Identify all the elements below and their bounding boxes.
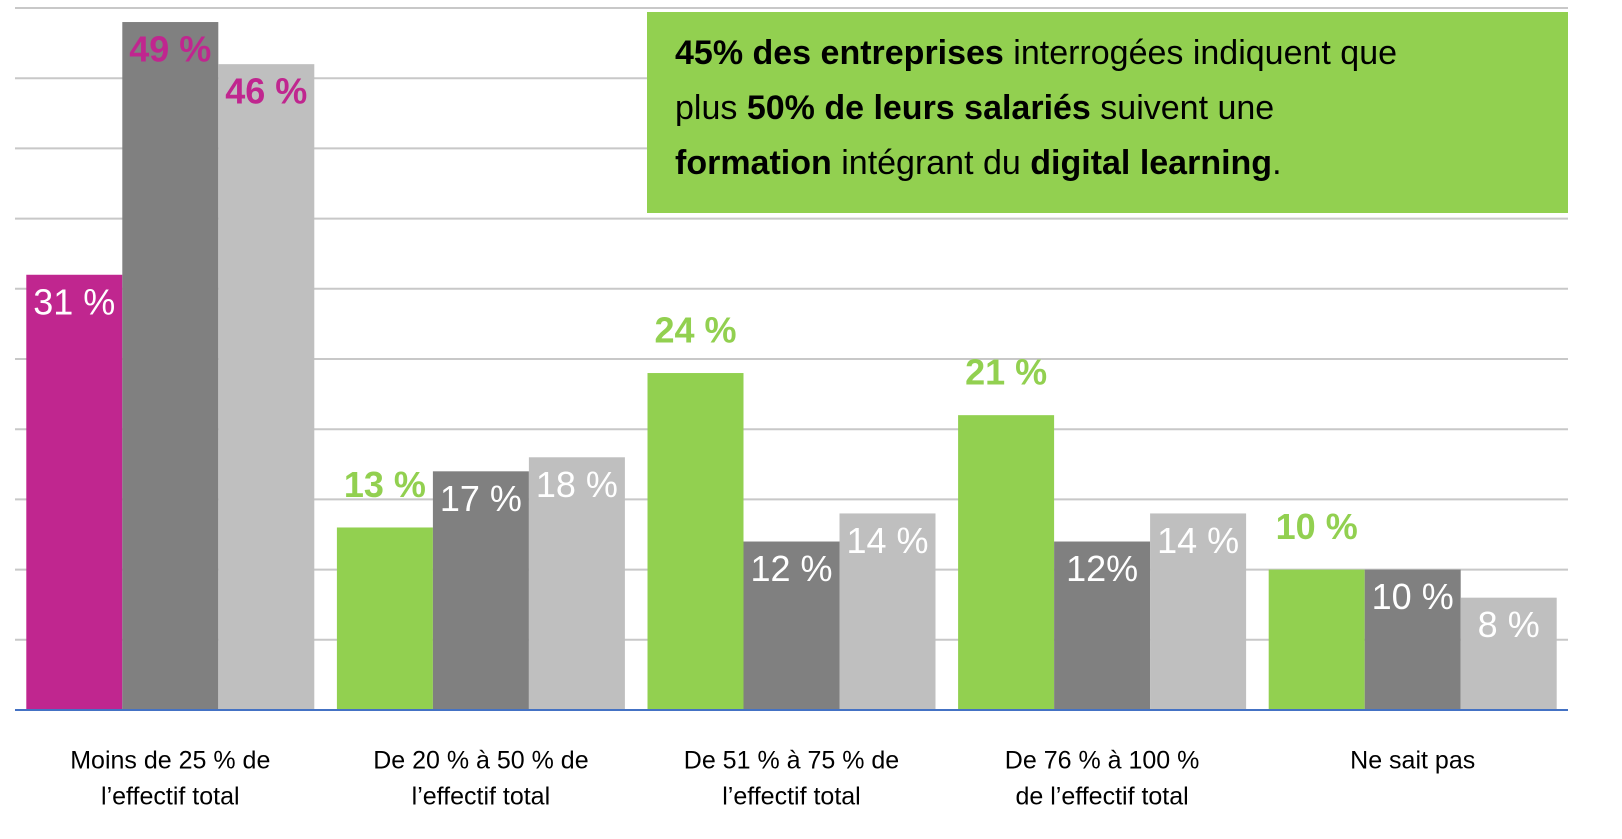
annotation-segment: . (1272, 144, 1281, 182)
annotation-segment: interrogées indiquent que (1004, 34, 1397, 72)
bar (839, 513, 936, 710)
x-tick-label: l’effectif total (101, 783, 240, 811)
value-label: 31 % (33, 281, 115, 322)
bar (336, 527, 433, 710)
annotation-box (647, 12, 1568, 213)
annotation-segment: intégrant du (832, 144, 1030, 182)
value-label: 18 % (536, 464, 618, 505)
value-label: 14 % (1157, 520, 1239, 561)
value-label: 14 % (846, 520, 928, 561)
annotation-segment: 50% de leurs salariés (747, 89, 1091, 127)
annotation-text: plus 50% de leurs salariés suivent une (675, 89, 1274, 127)
bar (1460, 597, 1557, 710)
bar (743, 541, 840, 710)
x-tick-label: De 20 % à 50 % de (373, 747, 588, 775)
annotation-text: 45% des entreprises interrogées indiquen… (675, 34, 1397, 72)
bar (528, 457, 625, 710)
annotation-segment: plus (675, 89, 747, 127)
bar (647, 373, 744, 710)
bar (122, 22, 219, 711)
bar (218, 64, 315, 710)
x-tick-label: de l’effectif total (1015, 783, 1188, 811)
value-label: 10 % (1372, 576, 1454, 617)
bar (1054, 541, 1151, 710)
bar (432, 471, 529, 710)
annotation-segment: formation (675, 144, 832, 182)
x-tick-label: l’effectif total (722, 783, 861, 811)
value-label: 12 % (750, 548, 832, 589)
x-tick-label: De 51 % à 75 % de (684, 747, 899, 775)
x-tick-label: l’effectif total (412, 783, 551, 811)
x-tick-label: Moins de 25 % de (70, 747, 270, 775)
value-label: 49 % (129, 29, 211, 70)
bar (958, 415, 1055, 710)
annotation-segment: digital learning (1030, 144, 1272, 182)
value-label: 46 % (225, 71, 307, 112)
annotation-text: formation intégrant du digital learning. (675, 144, 1282, 182)
annotation-segment: 45% des entreprises (675, 34, 1004, 72)
x-tick-label: De 76 % à 100 % (1005, 747, 1200, 775)
value-label: 8 % (1478, 604, 1540, 645)
value-label: 21 % (965, 352, 1047, 393)
bar (26, 274, 123, 710)
value-label: 17 % (440, 478, 522, 519)
bar (1150, 513, 1247, 710)
x-tick-label: Ne sait pas (1350, 747, 1475, 775)
value-label: 13 % (344, 464, 426, 505)
value-label: 24 % (654, 310, 736, 351)
value-label: 12% (1066, 548, 1138, 589)
bar (1268, 569, 1365, 710)
value-label: 10 % (1276, 506, 1358, 547)
bar (1364, 569, 1461, 710)
annotation-segment: suivent une (1091, 89, 1274, 127)
